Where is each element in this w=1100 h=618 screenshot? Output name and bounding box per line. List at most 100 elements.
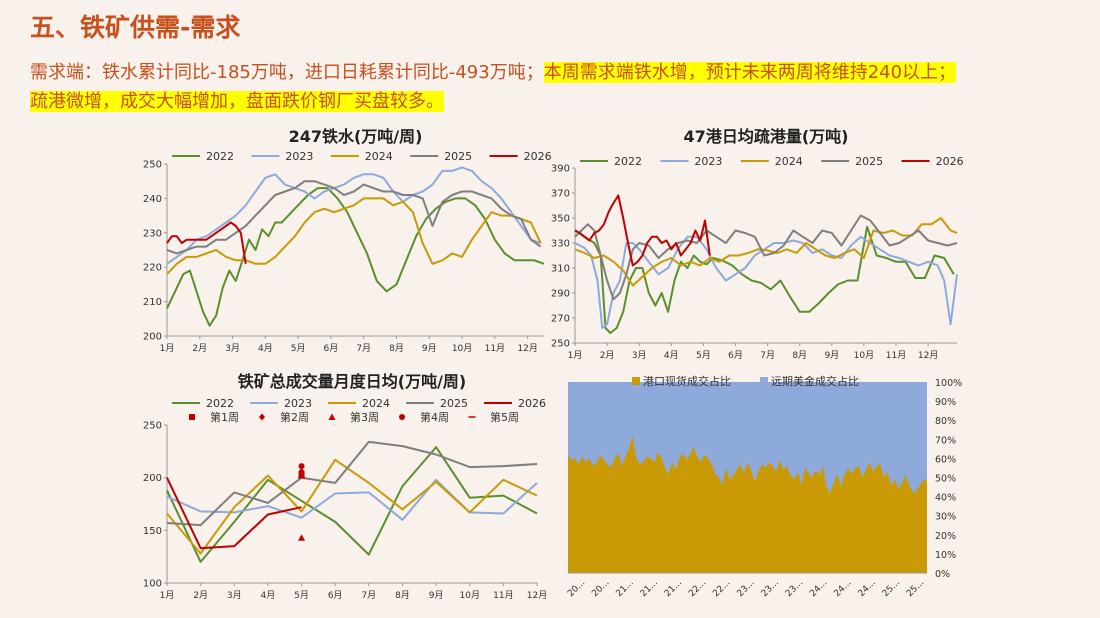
legend-label-forward-usd: 远期美金成交占比 [771, 374, 859, 388]
legend-marker-label-4: 第4周 [420, 410, 449, 424]
x-tick-label: 1月 [160, 343, 175, 354]
legend-label-2022: 2022 [206, 150, 234, 163]
y-tick-label: 10% [935, 550, 956, 561]
y-tick-label: 270 [551, 314, 570, 325]
series-line-2022 [166, 446, 538, 563]
series-line-2026 [166, 477, 302, 550]
legend-label-2023: 2023 [285, 150, 313, 163]
port-clearance-chart: 47港日均疏港量(万吨) 250 270 290 310 330 350 370 390 1月 2月… [551, 127, 964, 361]
description-highlight-2: 疏港微增，成交大幅增加，盘面跌价钢厂买盘较多。 [30, 91, 444, 112]
y-tick-label: 200 [143, 332, 162, 343]
x-tick-label: 7月 [356, 343, 371, 354]
legend-marker-label-3: 第3周 [350, 410, 379, 424]
y-tick-label: 210 [143, 297, 162, 308]
x-tick-label: 23... [736, 578, 757, 599]
legend-swatch-forward-usd [760, 377, 768, 385]
x-tick-label: 6月 [328, 590, 343, 601]
series-line-2023 [166, 166, 542, 265]
y-tick-label: 70% [935, 435, 956, 446]
x-tick-label: 5月 [696, 350, 711, 361]
x-tick-label: 7月 [760, 350, 775, 361]
legend-label-2024: 2024 [775, 155, 803, 168]
series-line-2024 [166, 458, 538, 555]
legend-label-2025: 2025 [440, 397, 468, 410]
legend-label-2025: 2025 [444, 150, 472, 163]
legend-marker-2 [259, 413, 265, 421]
x-tick-label: 7月 [361, 590, 376, 601]
x-tick-label: 11月 [493, 590, 513, 601]
y-tick-label: 80% [935, 416, 956, 427]
y-tick-label: 250 [551, 339, 570, 350]
series-line-2025 [166, 440, 538, 527]
x-tick-label: 23... [760, 578, 781, 599]
x-tick-label: 21... [663, 578, 684, 599]
y-tick-label: 0% [935, 569, 950, 580]
x-tick-label: 20... [566, 578, 587, 599]
y-tick-label: 250 [143, 160, 162, 171]
series-line-2024 [166, 197, 542, 275]
y-tick-label: 20% [935, 531, 956, 542]
x-tick-label: 4月 [261, 590, 276, 601]
legend-marker-3 [328, 413, 336, 420]
x-tick-label: 24... [808, 578, 829, 599]
series-line-2024 [574, 217, 958, 287]
y-tick-label: 230 [143, 228, 162, 239]
y-tick-label: 370 [551, 189, 570, 200]
legend-label-2026: 2026 [936, 155, 964, 168]
y-tick-label: 100 [143, 579, 162, 590]
x-tick-label: 10月 [460, 590, 480, 601]
x-tick-label: 4月 [258, 343, 273, 354]
legend-label-2024: 2024 [365, 150, 393, 163]
series-line-2026 [574, 194, 711, 267]
y-tick-label: 220 [143, 263, 162, 274]
legend-marker-label-5: 第5周 [490, 410, 519, 424]
legend-swatch-port-spot [632, 377, 640, 385]
series-line-2025 [166, 180, 542, 255]
description: 需求端：铁水累计同比-185万吨，进口日耗累计同比-493万吨；本周需求端铁水增… [30, 58, 1090, 116]
y-tick-label: 390 [551, 164, 570, 175]
x-tick-label: 11月 [485, 343, 505, 354]
description-plain: 需求端：铁水累计同比-185万吨，进口日耗累计同比-493万吨； [30, 62, 544, 83]
legend-label-2026: 2026 [524, 150, 552, 163]
y-tick-label: 200 [143, 473, 162, 484]
x-tick-label: 9月 [429, 590, 444, 601]
y-tick-label: 150 [143, 526, 162, 537]
y-tick-label: 290 [551, 289, 570, 300]
x-tick-label: 23... [784, 578, 805, 599]
x-tick-label: 11月 [886, 350, 906, 361]
y-tick-label: 30% [935, 512, 956, 523]
y-tick-label: 100% [935, 378, 962, 389]
x-tick-label: 3月 [225, 343, 240, 354]
page-title: 五、铁矿供需-需求 [30, 13, 241, 42]
chart-title: 247铁水(万吨/周) [289, 127, 423, 146]
y-tick-label: 310 [551, 264, 570, 275]
data-marker-3 [298, 534, 306, 541]
chart-title: 47港日均疏港量(万吨) [684, 127, 849, 146]
port-spot-share-area [568, 435, 927, 573]
x-tick-label: 1月 [160, 590, 175, 601]
x-tick-label: 24... [832, 578, 853, 599]
x-tick-label: 2月 [192, 343, 207, 354]
description-highlight-1: 本周需求端铁水增，预计未来两周将维持240以上； [543, 62, 957, 83]
series-line-2022 [166, 187, 545, 327]
y-tick-label: 330 [551, 239, 570, 250]
x-tick-label: 4月 [664, 350, 679, 361]
legend-label-2026: 2026 [518, 397, 546, 410]
x-tick-label: 3月 [632, 350, 647, 361]
y-tick-label: 240 [143, 194, 162, 205]
legend-label-2025: 2025 [855, 155, 883, 168]
legend-label-port-spot: 港口现货成交占比 [643, 374, 731, 388]
legend-label-2023: 2023 [694, 155, 722, 168]
legend-label-2024: 2024 [362, 397, 390, 410]
y-tick-label: 350 [551, 214, 570, 225]
x-tick-label: 8月 [389, 343, 404, 354]
x-tick-label: 2月 [193, 590, 208, 601]
x-tick-label: 1月 [568, 350, 583, 361]
series-line-2022 [574, 225, 955, 334]
x-tick-label: 6月 [324, 343, 339, 354]
x-tick-label: 5月 [291, 343, 306, 354]
x-tick-label: 8月 [792, 350, 807, 361]
x-tick-label: 2月 [600, 350, 615, 361]
x-tick-label: 3月 [227, 590, 242, 601]
x-tick-label: 25... [905, 578, 926, 599]
